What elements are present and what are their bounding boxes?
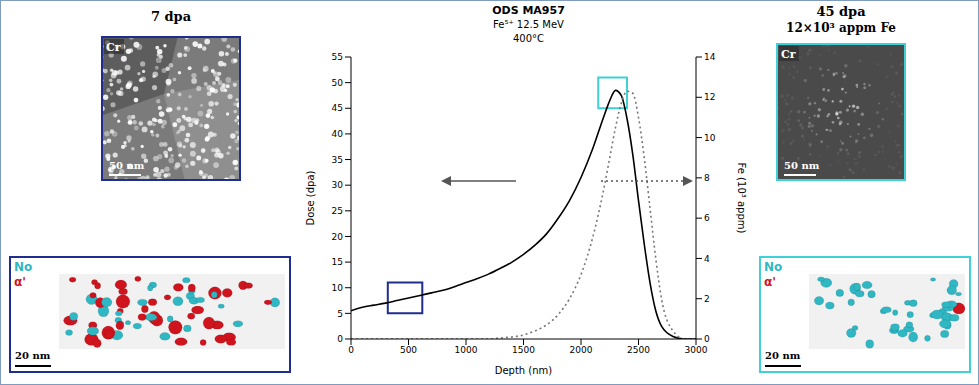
html-text:400°C: 400°C xyxy=(513,33,544,44)
svg-text:3000: 3000 xyxy=(685,345,708,355)
svg-text:40: 40 xyxy=(332,129,344,139)
svg-text:Fe (10³ appm): Fe (10³ appm) xyxy=(736,163,747,234)
svg-text:55: 55 xyxy=(332,52,343,62)
svg-text:12: 12 xyxy=(704,92,715,102)
svg-text:5: 5 xyxy=(337,309,343,319)
svg-text:500: 500 xyxy=(400,345,417,355)
svg-text:2000: 2000 xyxy=(570,345,593,355)
svg-text:0: 0 xyxy=(337,334,343,344)
html-text:12×10³ appm Fe: 12×10³ appm Fe xyxy=(786,21,896,35)
svg-text:6: 6 xyxy=(704,213,710,223)
html-text:Fe⁵⁺ 12.5 MeV: Fe⁵⁺ 12.5 MeV xyxy=(493,19,564,30)
svg-text:14: 14 xyxy=(704,52,716,62)
svg-text:25: 25 xyxy=(332,206,343,216)
svg-text:10: 10 xyxy=(332,283,344,293)
svg-text:0: 0 xyxy=(348,345,354,355)
svg-text:45: 45 xyxy=(332,103,343,113)
svg-text:20 nm: 20 nm xyxy=(765,350,801,361)
svg-text:20: 20 xyxy=(332,232,344,242)
svg-text:15: 15 xyxy=(332,257,343,267)
svg-text:α': α' xyxy=(14,275,26,289)
html-text:ODS MA957: ODS MA957 xyxy=(492,4,565,17)
html-text:45 dpa: 45 dpa xyxy=(816,4,866,19)
svg-text:0: 0 xyxy=(704,334,710,344)
svg-text:10: 10 xyxy=(704,133,716,143)
svg-text:Depth (nm): Depth (nm) xyxy=(495,365,553,376)
svg-text:1500: 1500 xyxy=(512,345,535,355)
html-text:7 dpa: 7 dpa xyxy=(150,9,192,24)
svg-text:35: 35 xyxy=(332,155,343,165)
svg-text:Cr: Cr xyxy=(106,41,121,54)
svg-text:20 nm: 20 nm xyxy=(15,350,51,361)
svg-text:30: 30 xyxy=(332,180,344,190)
svg-text:2: 2 xyxy=(704,294,710,304)
svg-text:50: 50 xyxy=(332,78,344,88)
svg-text:2500: 2500 xyxy=(627,345,650,355)
svg-text:50 nm: 50 nm xyxy=(784,160,820,171)
svg-text:1000: 1000 xyxy=(455,345,478,355)
svg-text:Cr: Cr xyxy=(781,48,796,61)
svg-text:No: No xyxy=(14,260,32,274)
svg-text:8: 8 xyxy=(704,173,710,183)
svg-text:50 nm: 50 nm xyxy=(109,160,145,171)
svg-text:No: No xyxy=(764,260,782,274)
svg-text:4: 4 xyxy=(704,254,710,264)
svg-text:Dose (dpa): Dose (dpa) xyxy=(305,170,316,225)
svg-text:α': α' xyxy=(764,275,776,289)
